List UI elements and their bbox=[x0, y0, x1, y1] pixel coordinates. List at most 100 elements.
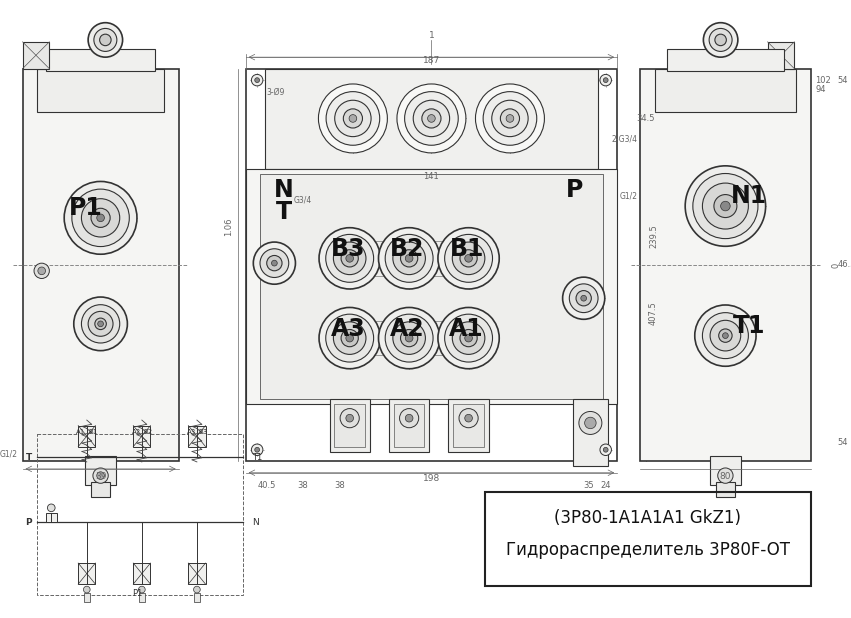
Bar bbox=[194, 593, 200, 602]
Text: 34.5: 34.5 bbox=[637, 114, 655, 123]
Circle shape bbox=[393, 242, 426, 274]
Circle shape bbox=[100, 34, 111, 46]
Circle shape bbox=[340, 408, 359, 428]
Circle shape bbox=[74, 297, 128, 350]
Circle shape bbox=[722, 332, 728, 339]
Circle shape bbox=[251, 74, 263, 86]
Circle shape bbox=[405, 334, 413, 342]
Text: 54: 54 bbox=[837, 75, 848, 85]
Text: B3: B3 bbox=[198, 428, 208, 434]
Circle shape bbox=[719, 329, 732, 342]
Circle shape bbox=[500, 109, 519, 128]
Circle shape bbox=[452, 242, 485, 274]
Text: 35: 35 bbox=[583, 481, 594, 489]
Text: A2: A2 bbox=[390, 316, 425, 341]
Text: A1: A1 bbox=[77, 428, 86, 434]
Text: 407.5: 407.5 bbox=[649, 301, 658, 324]
Circle shape bbox=[343, 109, 363, 128]
Text: P: P bbox=[26, 518, 32, 527]
Circle shape bbox=[34, 263, 49, 279]
Circle shape bbox=[260, 249, 288, 277]
Circle shape bbox=[82, 305, 120, 343]
Bar bbox=[667, 49, 784, 70]
Circle shape bbox=[97, 472, 105, 480]
Circle shape bbox=[444, 314, 493, 362]
Circle shape bbox=[702, 183, 748, 229]
Circle shape bbox=[444, 234, 493, 282]
Text: G3/4: G3/4 bbox=[294, 195, 311, 205]
Circle shape bbox=[48, 504, 55, 512]
Bar bbox=[716, 482, 735, 497]
Bar bbox=[260, 174, 603, 399]
Text: A3: A3 bbox=[330, 316, 365, 341]
Text: 94: 94 bbox=[815, 85, 826, 94]
Circle shape bbox=[326, 234, 374, 282]
Bar bbox=[246, 69, 617, 461]
Circle shape bbox=[334, 100, 371, 137]
Bar bbox=[188, 426, 206, 447]
Circle shape bbox=[460, 250, 477, 267]
Circle shape bbox=[709, 28, 732, 51]
Text: N1: N1 bbox=[731, 185, 768, 208]
Circle shape bbox=[82, 198, 120, 237]
Text: T1: T1 bbox=[733, 314, 766, 338]
Circle shape bbox=[694, 305, 756, 366]
Circle shape bbox=[721, 201, 730, 211]
Bar bbox=[654, 69, 797, 112]
Text: 1: 1 bbox=[429, 31, 434, 40]
Bar bbox=[45, 512, 57, 522]
Circle shape bbox=[346, 255, 353, 262]
Text: T: T bbox=[26, 452, 32, 462]
Bar bbox=[640, 69, 811, 461]
Circle shape bbox=[569, 284, 598, 313]
Circle shape bbox=[459, 408, 478, 428]
Bar bbox=[91, 482, 110, 497]
Circle shape bbox=[326, 314, 374, 362]
Circle shape bbox=[89, 311, 113, 336]
Text: 3-Ø9: 3-Ø9 bbox=[266, 88, 285, 97]
Bar bbox=[246, 169, 617, 404]
Text: B2: B2 bbox=[143, 428, 152, 434]
Bar bbox=[47, 49, 155, 70]
Text: 40.5: 40.5 bbox=[258, 481, 276, 489]
Bar bbox=[389, 399, 429, 452]
Circle shape bbox=[702, 313, 748, 358]
Circle shape bbox=[91, 208, 110, 227]
Bar bbox=[710, 457, 740, 485]
Circle shape bbox=[386, 234, 433, 282]
Text: B3: B3 bbox=[330, 237, 365, 261]
Bar bbox=[768, 42, 794, 69]
Circle shape bbox=[346, 414, 353, 422]
Bar bbox=[134, 563, 151, 584]
Circle shape bbox=[460, 329, 477, 347]
Circle shape bbox=[400, 408, 419, 428]
Text: 239.5: 239.5 bbox=[649, 224, 658, 248]
Circle shape bbox=[715, 34, 727, 46]
Text: (3P80-1A1A1A1 GkZ1): (3P80-1A1A1A1 GkZ1) bbox=[554, 509, 741, 527]
Circle shape bbox=[506, 114, 514, 122]
Circle shape bbox=[603, 447, 608, 452]
Circle shape bbox=[405, 414, 413, 422]
Circle shape bbox=[717, 468, 733, 483]
Circle shape bbox=[585, 417, 597, 429]
Text: Гидрораспределитель 3P80F-OT: Гидрораспределитель 3P80F-OT bbox=[505, 541, 790, 559]
Circle shape bbox=[319, 227, 380, 289]
Bar bbox=[485, 492, 811, 586]
Bar bbox=[78, 563, 95, 584]
Bar bbox=[454, 404, 484, 447]
Circle shape bbox=[341, 250, 358, 267]
Text: 102: 102 bbox=[815, 75, 831, 85]
Circle shape bbox=[438, 227, 500, 289]
Text: B1: B1 bbox=[88, 428, 97, 434]
Text: 198: 198 bbox=[423, 474, 440, 483]
Circle shape bbox=[405, 255, 413, 262]
Text: 38: 38 bbox=[298, 481, 308, 489]
Circle shape bbox=[89, 23, 123, 57]
Bar bbox=[22, 69, 179, 461]
Circle shape bbox=[386, 314, 433, 362]
Circle shape bbox=[714, 195, 737, 218]
Circle shape bbox=[254, 242, 295, 284]
Text: 80: 80 bbox=[720, 472, 731, 481]
Text: 2-G3/4: 2-G3/4 bbox=[611, 135, 637, 144]
Bar bbox=[573, 399, 608, 466]
